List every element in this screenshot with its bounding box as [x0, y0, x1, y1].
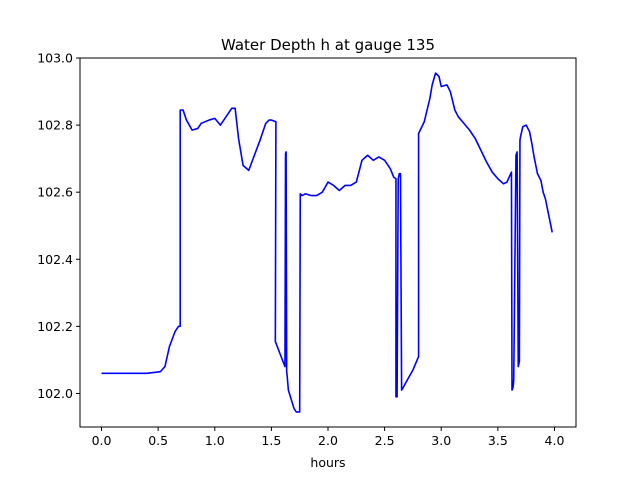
x-tick-label: 1.5 — [261, 433, 281, 448]
x-tick-label: 2.0 — [318, 433, 338, 448]
x-tick-label: 2.5 — [375, 433, 395, 448]
x-tick-label: 0.0 — [92, 433, 112, 448]
x-axis-label: hours — [310, 455, 345, 470]
series-line-1 — [101, 72, 554, 413]
x-tick-label: 3.0 — [431, 433, 451, 448]
y-tick-label: 102.8 — [37, 118, 73, 133]
series-layer — [101, 72, 554, 413]
x-tick-label: 0.5 — [148, 433, 168, 448]
x-tick-label: 3.5 — [488, 433, 508, 448]
y-tick-label: 103.0 — [37, 51, 73, 66]
y-tick-label: 102.2 — [37, 319, 73, 334]
chart-title: Water Depth h at gauge 135 — [221, 36, 435, 54]
y-axis: 102.0 102.2 102.4 102.6 102.8 103.0 — [37, 51, 80, 401]
x-tick-label: 4.0 — [545, 433, 565, 448]
x-tick-label: 1.0 — [205, 433, 225, 448]
y-tick-label: 102.4 — [37, 252, 73, 267]
y-tick-label: 102.6 — [37, 185, 73, 200]
x-axis: 0.0 0.5 1.0 1.5 2.0 2.5 3.0 3.5 4.0 — [92, 427, 565, 448]
y-tick-label: 102.0 — [37, 386, 73, 401]
